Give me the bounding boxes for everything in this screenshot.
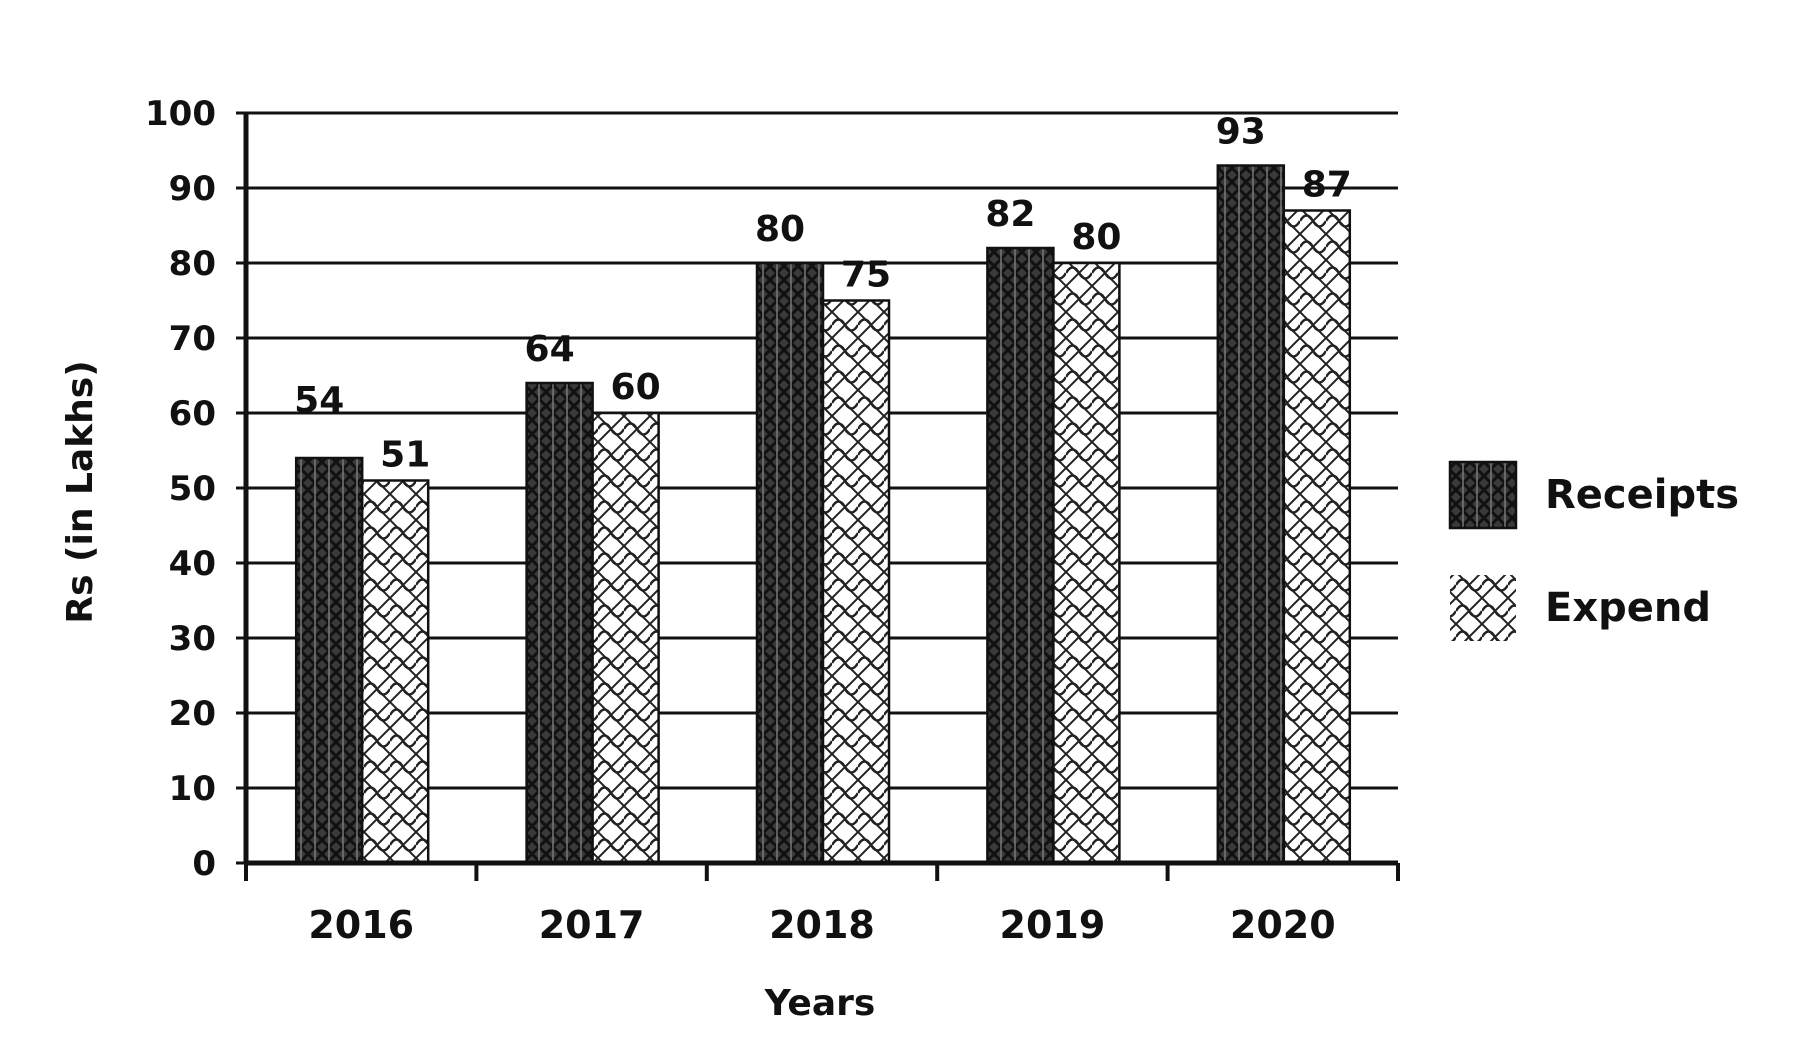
x-axis-ticks: 2016 2017 2018 2019 2020 (244, 863, 1400, 947)
legend-label-receipts: Receipts (1545, 472, 1739, 518)
legend-swatch-receipts (1448, 460, 1518, 530)
y-tick-label: 100 (145, 94, 216, 134)
x-tick-label-2020: 2020 (1230, 903, 1336, 947)
data-label-receipts-2019: 82 (985, 194, 1035, 235)
bar-expend-2017 (591, 411, 660, 865)
data-label-expend-2019: 80 (1071, 217, 1121, 258)
bar-expend-2016 (360, 479, 430, 865)
data-label-expend-2017: 60 (611, 367, 661, 408)
y-axis-ticks: 0 10 20 30 40 50 60 70 80 90 100 (145, 94, 246, 884)
bar-expend-2020 (1282, 209, 1352, 865)
x-tick-label-2016: 2016 (308, 903, 414, 947)
y-tick-label: 0 (192, 844, 216, 884)
x-tick-label-2019: 2019 (1000, 903, 1106, 947)
y-tick-label: 60 (169, 394, 216, 434)
bar-receipts-2016 (294, 456, 364, 865)
legend-label-expend: Expend (1545, 585, 1711, 631)
x-tick-label-2017: 2017 (539, 903, 645, 947)
bar-receipts-2018 (755, 261, 825, 865)
x-axis-label: Years (764, 983, 876, 1024)
bar-receipts-2019 (986, 246, 1055, 865)
data-label-receipts-2020: 93 (1216, 112, 1266, 153)
y-axis-label: Rs (in Lakhs) (60, 360, 101, 623)
bar-receipts-2020 (1216, 164, 1286, 865)
legend: Receipts Expend (1448, 460, 1739, 641)
y-tick-label: 20 (169, 694, 216, 734)
bar-expend-2019 (1052, 261, 1121, 865)
y-tick-label: 70 (169, 319, 216, 359)
data-label-receipts-2017: 64 (525, 329, 575, 370)
x-tick-label-2018: 2018 (769, 903, 875, 947)
bar-expend-2018 (821, 299, 891, 865)
legend-swatch-expend (1450, 575, 1516, 641)
data-label-receipts-2018: 80 (755, 209, 805, 250)
data-labels: 54 51 64 60 80 75 82 80 93 87 (294, 112, 1352, 476)
data-label-expend-2016: 51 (380, 435, 430, 476)
y-tick-label: 80 (169, 244, 216, 284)
y-tick-label: 30 (169, 619, 216, 659)
bar-receipts-2017 (525, 381, 594, 865)
y-tick-label: 90 (169, 169, 216, 209)
bars (294, 164, 1352, 865)
data-label-expend-2020: 87 (1302, 165, 1352, 206)
y-tick-label: 10 (169, 769, 216, 809)
y-tick-label: 40 (169, 544, 216, 584)
axes (243, 113, 1398, 866)
y-tick-label: 50 (169, 469, 216, 509)
data-label-expend-2018: 75 (841, 255, 891, 296)
data-label-receipts-2016: 54 (294, 380, 344, 421)
